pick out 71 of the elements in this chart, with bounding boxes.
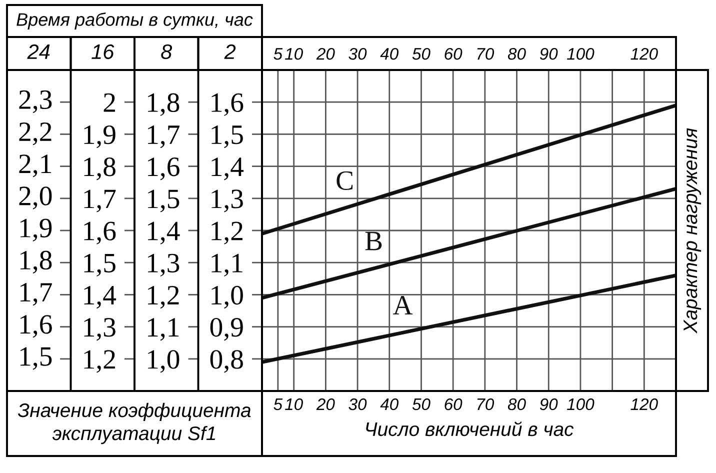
y2-tick-label: 1,0 [148, 350, 180, 373]
y-tick-label: 1,2 [212, 222, 242, 244]
x2-tick-label: 120 [630, 48, 658, 60]
x2-tick-label: 50 [412, 48, 430, 60]
text: 24 [27, 44, 50, 59]
y2-tick-label: 1,4 [148, 222, 180, 244]
x2-tick-label: 40 [380, 48, 399, 60]
y-tick-label: 0,8 [210, 350, 243, 373]
x-tick-label: 20 [316, 398, 335, 410]
x-tick-label: 60 [444, 398, 462, 410]
x2-tick-label: 80 [508, 48, 526, 60]
y3-tick-label: 1,8 [84, 157, 116, 180]
y3-tick-label: 2 [104, 93, 115, 112]
x2-tick-label: 70 [477, 48, 494, 60]
y2-tick-label: 1,1 [148, 318, 179, 341]
y3-tick-label: 1,4 [84, 286, 116, 309]
y-tick-label: 1,0 [212, 286, 243, 309]
y2-tick-label: 1,5 [148, 190, 180, 212]
x2-tick-label: 30 [348, 48, 367, 60]
y-tick-label: 1,4 [212, 158, 244, 180]
x-axis-title: Число включений в час [366, 422, 574, 436]
x2-tick-label: 100 [566, 48, 594, 60]
y3-axis-title: 16 [92, 44, 114, 60]
y3-tick-label: 1,5 [84, 254, 116, 277]
series-label: B [365, 232, 382, 250]
text: 2,0 [19, 186, 52, 210]
x-tick-label: 10 [285, 398, 303, 410]
text: 2,1 [19, 154, 52, 178]
x-tick-label: 70 [477, 398, 494, 410]
x-tick-label: 5 [274, 398, 283, 410]
text: 2,3 [19, 90, 52, 114]
x-tick-label: 50 [412, 398, 430, 410]
text: Значение коэффициента эксплуатации Sf1 [18, 402, 251, 444]
y2-axis-title: 8 [161, 44, 172, 60]
text: 1,9 [20, 218, 52, 242]
text: Характер нагружения [684, 128, 702, 334]
y-tick-label: 1,1 [212, 254, 242, 277]
x2-tick-label: 5 [274, 48, 283, 60]
y3-tick-label: 1,3 [84, 318, 116, 341]
y-tick-label: 0,9 [210, 318, 243, 341]
x-tick-label: 100 [566, 398, 594, 410]
y2-tick-label: 1,7 [148, 126, 180, 148]
x2-tick-label: 60 [444, 48, 462, 60]
y2-tick-label: 1,3 [148, 254, 180, 277]
y3-tick-label: 1,9 [84, 125, 116, 148]
y2-tick-label: 1,6 [148, 158, 180, 180]
text: 1,7 [20, 283, 52, 306]
series-label: A [393, 296, 413, 314]
x-tick-label: 80 [508, 398, 526, 410]
chart-title: Время работы в сутки, час [16, 12, 253, 30]
y3-tick-label: 1,7 [84, 190, 116, 212]
y2-tick-label: 1,2 [148, 286, 179, 309]
x-tick-label: 40 [380, 398, 399, 410]
y3-tick-label: 1,6 [84, 222, 116, 244]
text: 1,5 [20, 347, 52, 370]
x2-tick-label: 10 [285, 48, 303, 60]
text: 1,8 [20, 250, 52, 274]
x-tick-label: 120 [630, 398, 658, 410]
text: 1,6 [20, 315, 52, 338]
y-axis-title: 2 [224, 44, 236, 59]
x2-tick-label: 90 [540, 48, 558, 60]
y-tick-label: 1,6 [212, 93, 244, 116]
x2-tick-label: 20 [316, 48, 335, 60]
x-tick-label: 90 [540, 398, 558, 410]
y2-tick-label: 1,8 [148, 93, 180, 116]
y3-tick-label: 1,2 [84, 350, 115, 373]
y-tick-label: 1,3 [212, 190, 243, 212]
y-tick-label: 1,5 [212, 126, 243, 148]
series-label: C [336, 171, 353, 190]
x-tick-label: 30 [348, 398, 367, 410]
text: 2,2 [19, 122, 52, 146]
